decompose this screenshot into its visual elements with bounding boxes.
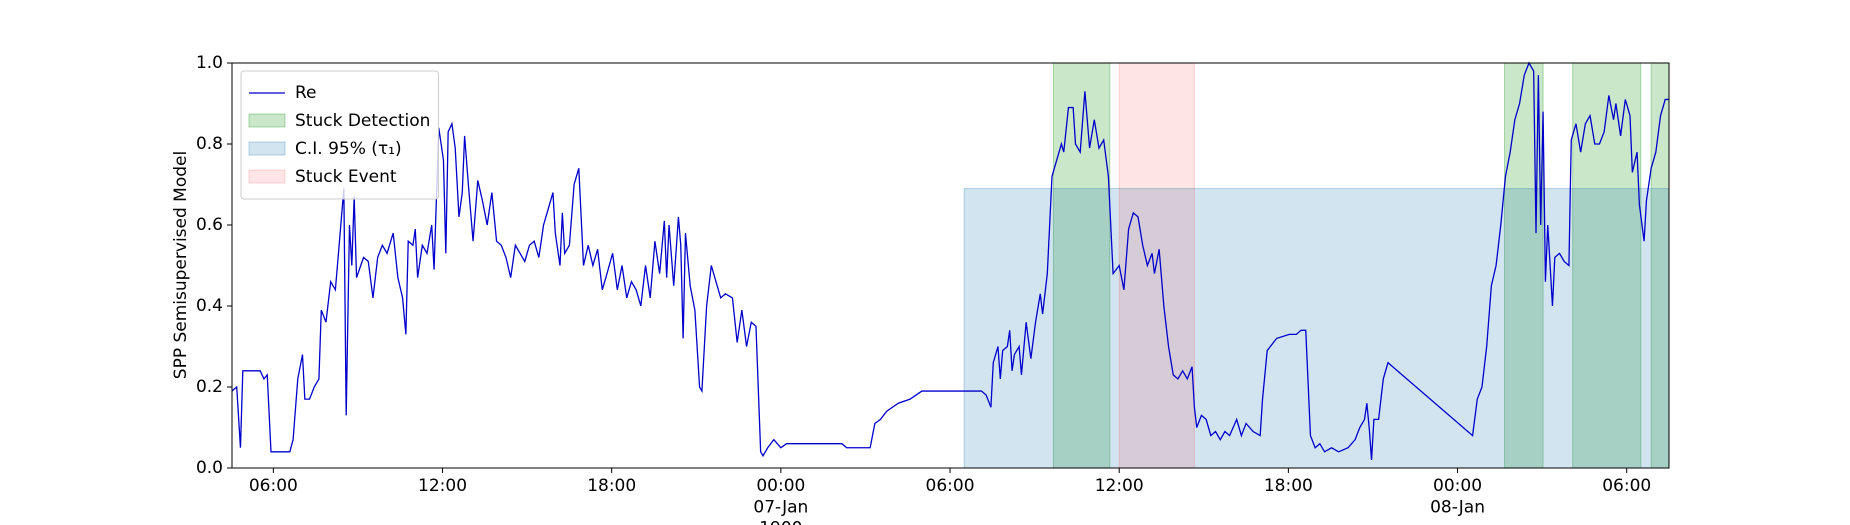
y-tick-label: 0.6 [196, 215, 223, 235]
x-tick-label: 18:00 [587, 476, 636, 496]
legend-label: Re [295, 83, 317, 103]
x-tick-label: 18:00 [1264, 476, 1313, 496]
legend-label: C.I. 95% (τ₁) [295, 139, 402, 159]
legend-swatch [248, 113, 286, 128]
x-tick-label: 06:00 [249, 476, 298, 496]
span [1118, 62, 1195, 469]
span [1504, 62, 1544, 469]
span [963, 188, 1670, 469]
line [231, 61, 1669, 460]
legend-label: Stuck Detection [295, 111, 430, 131]
y-tick-label: 0.0 [196, 458, 223, 478]
y-tick-label: 0.2 [196, 377, 223, 397]
y-tick-label: 0.4 [196, 296, 223, 316]
legend-label: Stuck Event [295, 167, 397, 187]
legend-frame [240, 70, 439, 200]
x-tick-label: 00:00 08-Jan [1430, 476, 1485, 517]
x-tick-label: 12:00 [1095, 476, 1144, 496]
y-axis-label: SPP Semisupervised Model [171, 151, 191, 379]
y-tick-label: 0.8 [196, 134, 223, 154]
x-tick-label: 12:00 [418, 476, 467, 496]
y-tick-label: 1.0 [196, 53, 223, 73]
x-tick-label: 06:00 [1602, 476, 1651, 496]
legend-swatch [248, 141, 286, 156]
x-tick-label: 06:00 [926, 476, 975, 496]
legend: Re Stuck Detection C.I. 95% (τ₁) Stuck Even… [240, 70, 439, 200]
legend-swatch [248, 169, 286, 184]
